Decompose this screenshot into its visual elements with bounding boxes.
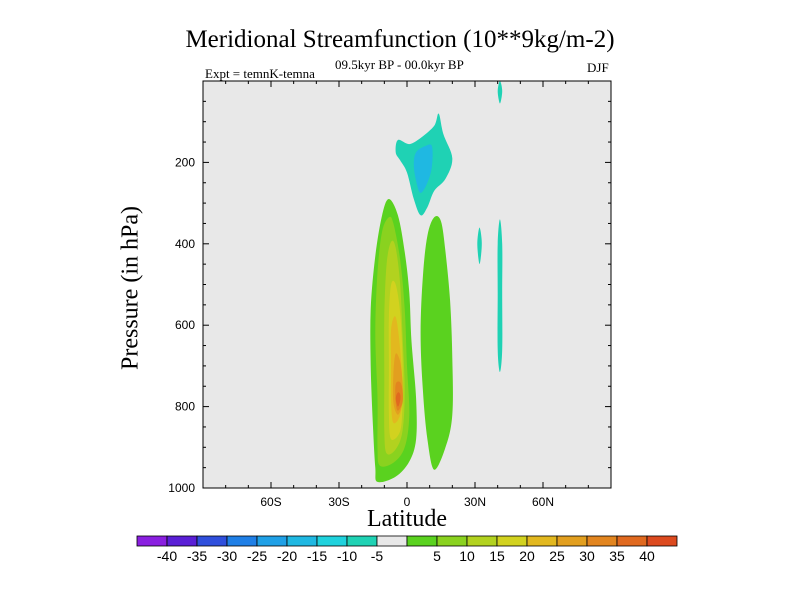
x-tick-label: 30N bbox=[464, 495, 486, 509]
colorbar-label: -15 bbox=[307, 548, 327, 564]
colorbar-label: 5 bbox=[433, 548, 441, 564]
y-tick-label: 1000 bbox=[168, 481, 195, 495]
colorbar-swatch bbox=[526, 535, 558, 547]
colorbar-swatch bbox=[436, 535, 468, 547]
colorbar-label: 25 bbox=[549, 548, 565, 564]
colorbar-label: 35 bbox=[609, 548, 625, 564]
colorbar-label: 15 bbox=[489, 548, 505, 564]
positive-cell-40 bbox=[395, 392, 401, 407]
colorbar-swatch bbox=[646, 535, 678, 547]
y-tick-label: 200 bbox=[175, 155, 195, 169]
negative-strip-high-lat bbox=[497, 219, 503, 372]
colorbar-swatch bbox=[376, 535, 408, 547]
experiment-label: Expt = temnK-temna bbox=[205, 66, 315, 81]
colorbar-swatch bbox=[256, 535, 288, 547]
y-tick-label: 600 bbox=[175, 318, 195, 332]
y-tick-label: 400 bbox=[175, 237, 195, 251]
chart-title: Meridional Streamfunction (10**9kg/m-2) bbox=[185, 26, 615, 53]
colorbar: -40 -35 -30 -25 -20 -15 -10 -5 5 10 15 20 25 30 35 40 bbox=[136, 535, 678, 564]
x-axis-label: Latitude bbox=[367, 506, 447, 532]
colorbar-label: -5 bbox=[371, 548, 384, 564]
x-tick-label: 60N bbox=[532, 495, 554, 509]
colorbar-label: -10 bbox=[337, 548, 357, 564]
x-tick-label: 60S bbox=[260, 495, 281, 509]
positive-cell-secondary bbox=[420, 216, 453, 470]
contour-features bbox=[370, 81, 503, 483]
colorbar-label: -40 bbox=[157, 548, 177, 564]
colorbar-swatch bbox=[166, 535, 198, 547]
colorbar-swatch bbox=[226, 535, 258, 547]
negative-sliver-high-lat bbox=[477, 227, 482, 265]
colorbar-label: 40 bbox=[639, 548, 655, 564]
colorbar-swatch bbox=[406, 535, 438, 547]
colorbar-label: -35 bbox=[187, 548, 207, 564]
y-tick-label: 800 bbox=[175, 400, 195, 414]
colorbar-swatch bbox=[496, 535, 528, 547]
colorbar-label: 10 bbox=[459, 548, 475, 564]
colorbar-swatch bbox=[556, 535, 588, 547]
colorbar-swatch bbox=[586, 535, 618, 547]
period-label: 09.5kyr BP - 00.0kyr BP bbox=[335, 57, 464, 72]
colorbar-label: 20 bbox=[519, 548, 535, 564]
negative-cell-upper-core bbox=[413, 144, 433, 193]
axis-ticks: 60S 30S 0 30N 60N 200 400 600 800 1000 bbox=[168, 81, 611, 509]
negative-top-sliver bbox=[497, 81, 503, 104]
season-label: DJF bbox=[587, 60, 609, 75]
colorbar-swatch bbox=[286, 535, 318, 547]
colorbar-label: -30 bbox=[217, 548, 237, 564]
colorbar-swatch bbox=[136, 535, 168, 547]
colorbar-swatch bbox=[196, 535, 228, 547]
colorbar-swatch bbox=[316, 535, 348, 547]
colorbar-label: -20 bbox=[277, 548, 297, 564]
x-tick-label: 30S bbox=[328, 495, 349, 509]
colorbar-label: -25 bbox=[247, 548, 267, 564]
colorbar-swatch bbox=[346, 535, 378, 547]
colorbar-swatch bbox=[466, 535, 498, 547]
colorbar-swatch bbox=[616, 535, 648, 547]
x-tick-label: 0 bbox=[404, 495, 411, 509]
colorbar-label: 30 bbox=[579, 548, 595, 564]
